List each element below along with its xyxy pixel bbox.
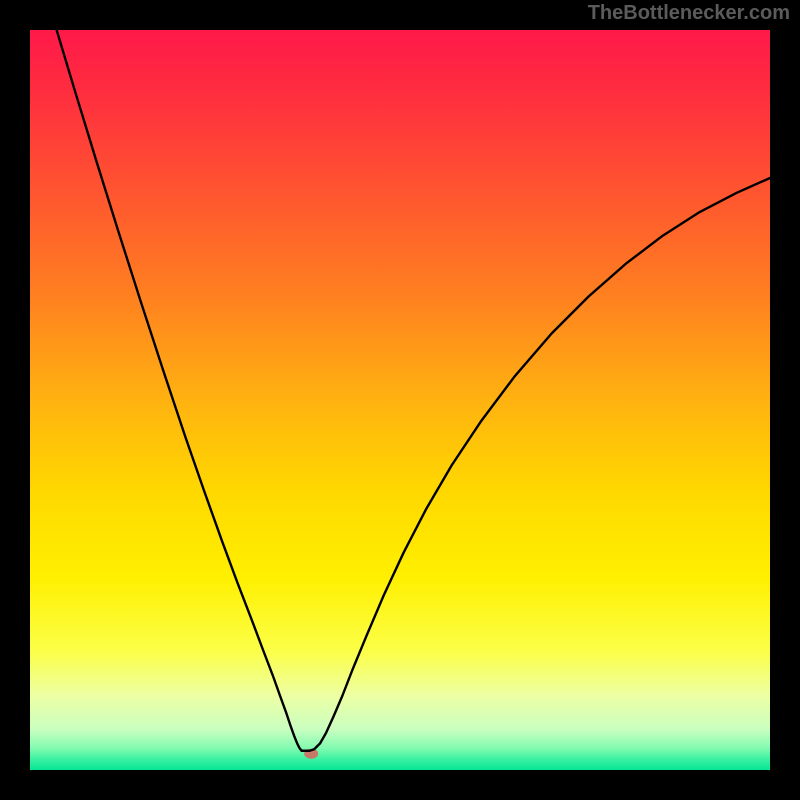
curve-path: [57, 30, 770, 751]
plot-area: [30, 30, 770, 770]
chart-container: TheBottlenecker.com: [0, 0, 800, 800]
watermark-label: TheBottlenecker.com: [588, 2, 790, 25]
curve-layer: [30, 30, 770, 770]
